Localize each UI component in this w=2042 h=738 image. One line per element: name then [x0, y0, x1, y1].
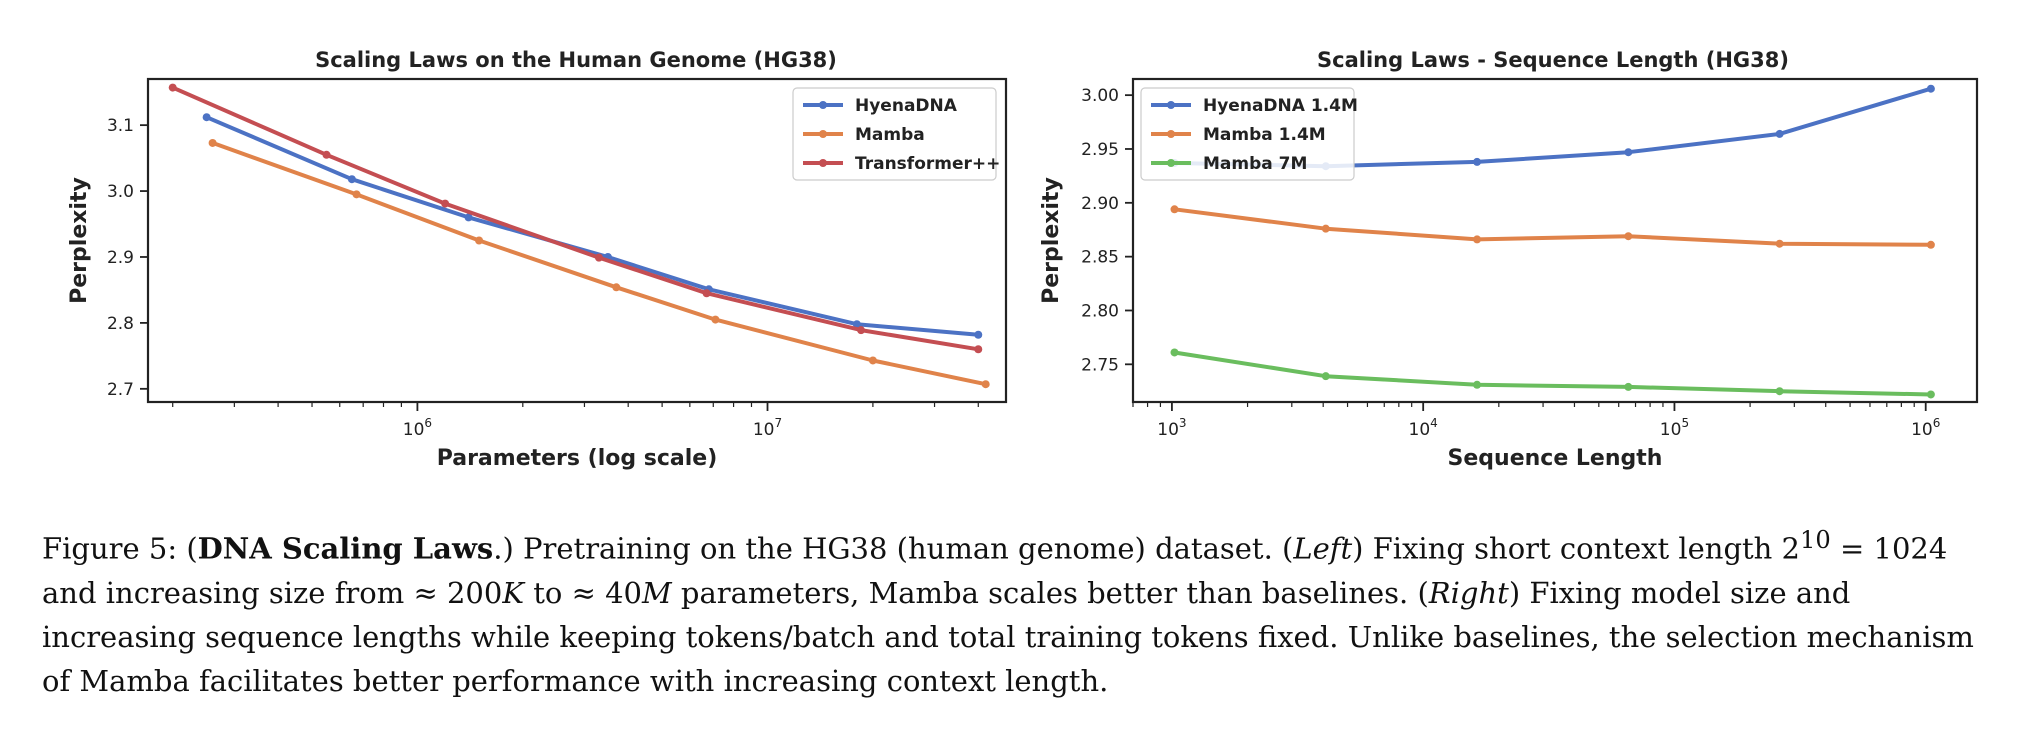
data-point [1473, 235, 1482, 244]
x-tick-label: 104 [1409, 416, 1438, 440]
data-point [202, 113, 211, 122]
legend-marker [1167, 159, 1175, 167]
right-chart: Scaling Laws - Sequence Length (HG38) 2.7… [1039, 48, 1979, 471]
legend-label: Mamba 7M [1203, 154, 1307, 174]
data-point [168, 83, 177, 92]
data-point [868, 356, 877, 365]
left-chart: Scaling Laws on the Human Genome (HG38) 2… [67, 48, 1008, 471]
y-tick-label: 2.90 [1081, 194, 1119, 214]
data-point [974, 330, 983, 339]
plot-frame [1131, 77, 1979, 404]
data-point [322, 150, 331, 159]
data-point [1473, 380, 1482, 389]
data-point [1321, 372, 1330, 381]
data-point [1473, 157, 1482, 166]
y-tick-label: 2.75 [1081, 355, 1119, 375]
series-line [1172, 207, 1933, 247]
x-axis-label: Sequence Length [1448, 446, 1663, 471]
data-point [464, 213, 473, 222]
y-tick-label: 2.7 [107, 380, 134, 400]
x-tick-label: 106 [1911, 416, 1940, 440]
caption-bold: DNA Scaling Laws [197, 531, 494, 566]
legend-marker [819, 159, 827, 167]
data-point [441, 199, 450, 208]
chart-title: Scaling Laws - Sequence Length (HG38) [1317, 48, 1789, 72]
data-point [981, 380, 990, 389]
data-point [612, 283, 621, 292]
y-tick-label: 3.00 [1081, 86, 1119, 106]
data-point [711, 315, 720, 324]
data-point [208, 138, 217, 147]
legend-box [1140, 87, 1355, 181]
x-tick-label: 107 [753, 416, 782, 440]
data-point [594, 253, 603, 262]
data-point [1775, 387, 1784, 396]
legend-marker [819, 101, 827, 109]
data-point [1926, 240, 1935, 249]
legend-label: Transformer++ [855, 154, 1000, 174]
data-point [347, 175, 356, 184]
figure: Scaling Laws on the Human Genome (HG38) 2… [67, 48, 1979, 471]
y-tick-label: 2.9 [107, 248, 134, 268]
y-tick-label: 2.85 [1081, 248, 1119, 268]
data-point [852, 320, 861, 329]
legend-marker [1167, 101, 1175, 109]
legend-label: Mamba [855, 125, 925, 145]
legend-label: HyenaDNA [855, 96, 958, 116]
data-point [352, 190, 361, 199]
x-tick-label: 103 [1157, 416, 1186, 440]
data-point [702, 289, 711, 298]
legend-box [792, 87, 997, 181]
data-point [1775, 239, 1784, 248]
data-point [974, 345, 983, 354]
data-point [475, 236, 484, 245]
legend-marker [819, 130, 827, 138]
chart-title: Scaling Laws on the Human Genome (HG38) [315, 48, 837, 72]
data-point [1775, 129, 1784, 138]
data-point [1926, 390, 1935, 399]
figure-caption: Figure 5: (DNA Scaling Laws.) Pretrainin… [42, 526, 1974, 698]
data-point [1170, 348, 1179, 357]
y-axis-label: Perplexity [1039, 177, 1064, 304]
data-point [1624, 232, 1633, 241]
legend-label: HyenaDNA 1.4M [1203, 96, 1358, 116]
y-tick-label: 3.0 [107, 182, 134, 202]
y-tick-label: 2.80 [1081, 301, 1119, 321]
data-point [1170, 205, 1179, 214]
x-axis-label: Parameters (log scale) [437, 446, 718, 471]
y-tick-label: 2.95 [1081, 140, 1119, 160]
legend-label: Mamba 1.4M [1203, 125, 1326, 145]
data-point [857, 326, 866, 335]
data-point [1624, 148, 1633, 157]
legend-marker [1167, 130, 1175, 138]
caption-exponent: 10 [1800, 526, 1831, 554]
y-tick-label: 2.8 [107, 314, 134, 334]
x-tick-label: 105 [1660, 416, 1689, 440]
plot-frame [146, 77, 1008, 404]
series-line [1172, 350, 1933, 397]
x-tick-label: 106 [403, 416, 432, 440]
y-tick-label: 3.1 [107, 116, 134, 136]
data-point [1926, 84, 1935, 93]
data-point [1321, 224, 1330, 233]
y-axis-label: Perplexity [67, 177, 92, 304]
data-point [1624, 382, 1633, 391]
